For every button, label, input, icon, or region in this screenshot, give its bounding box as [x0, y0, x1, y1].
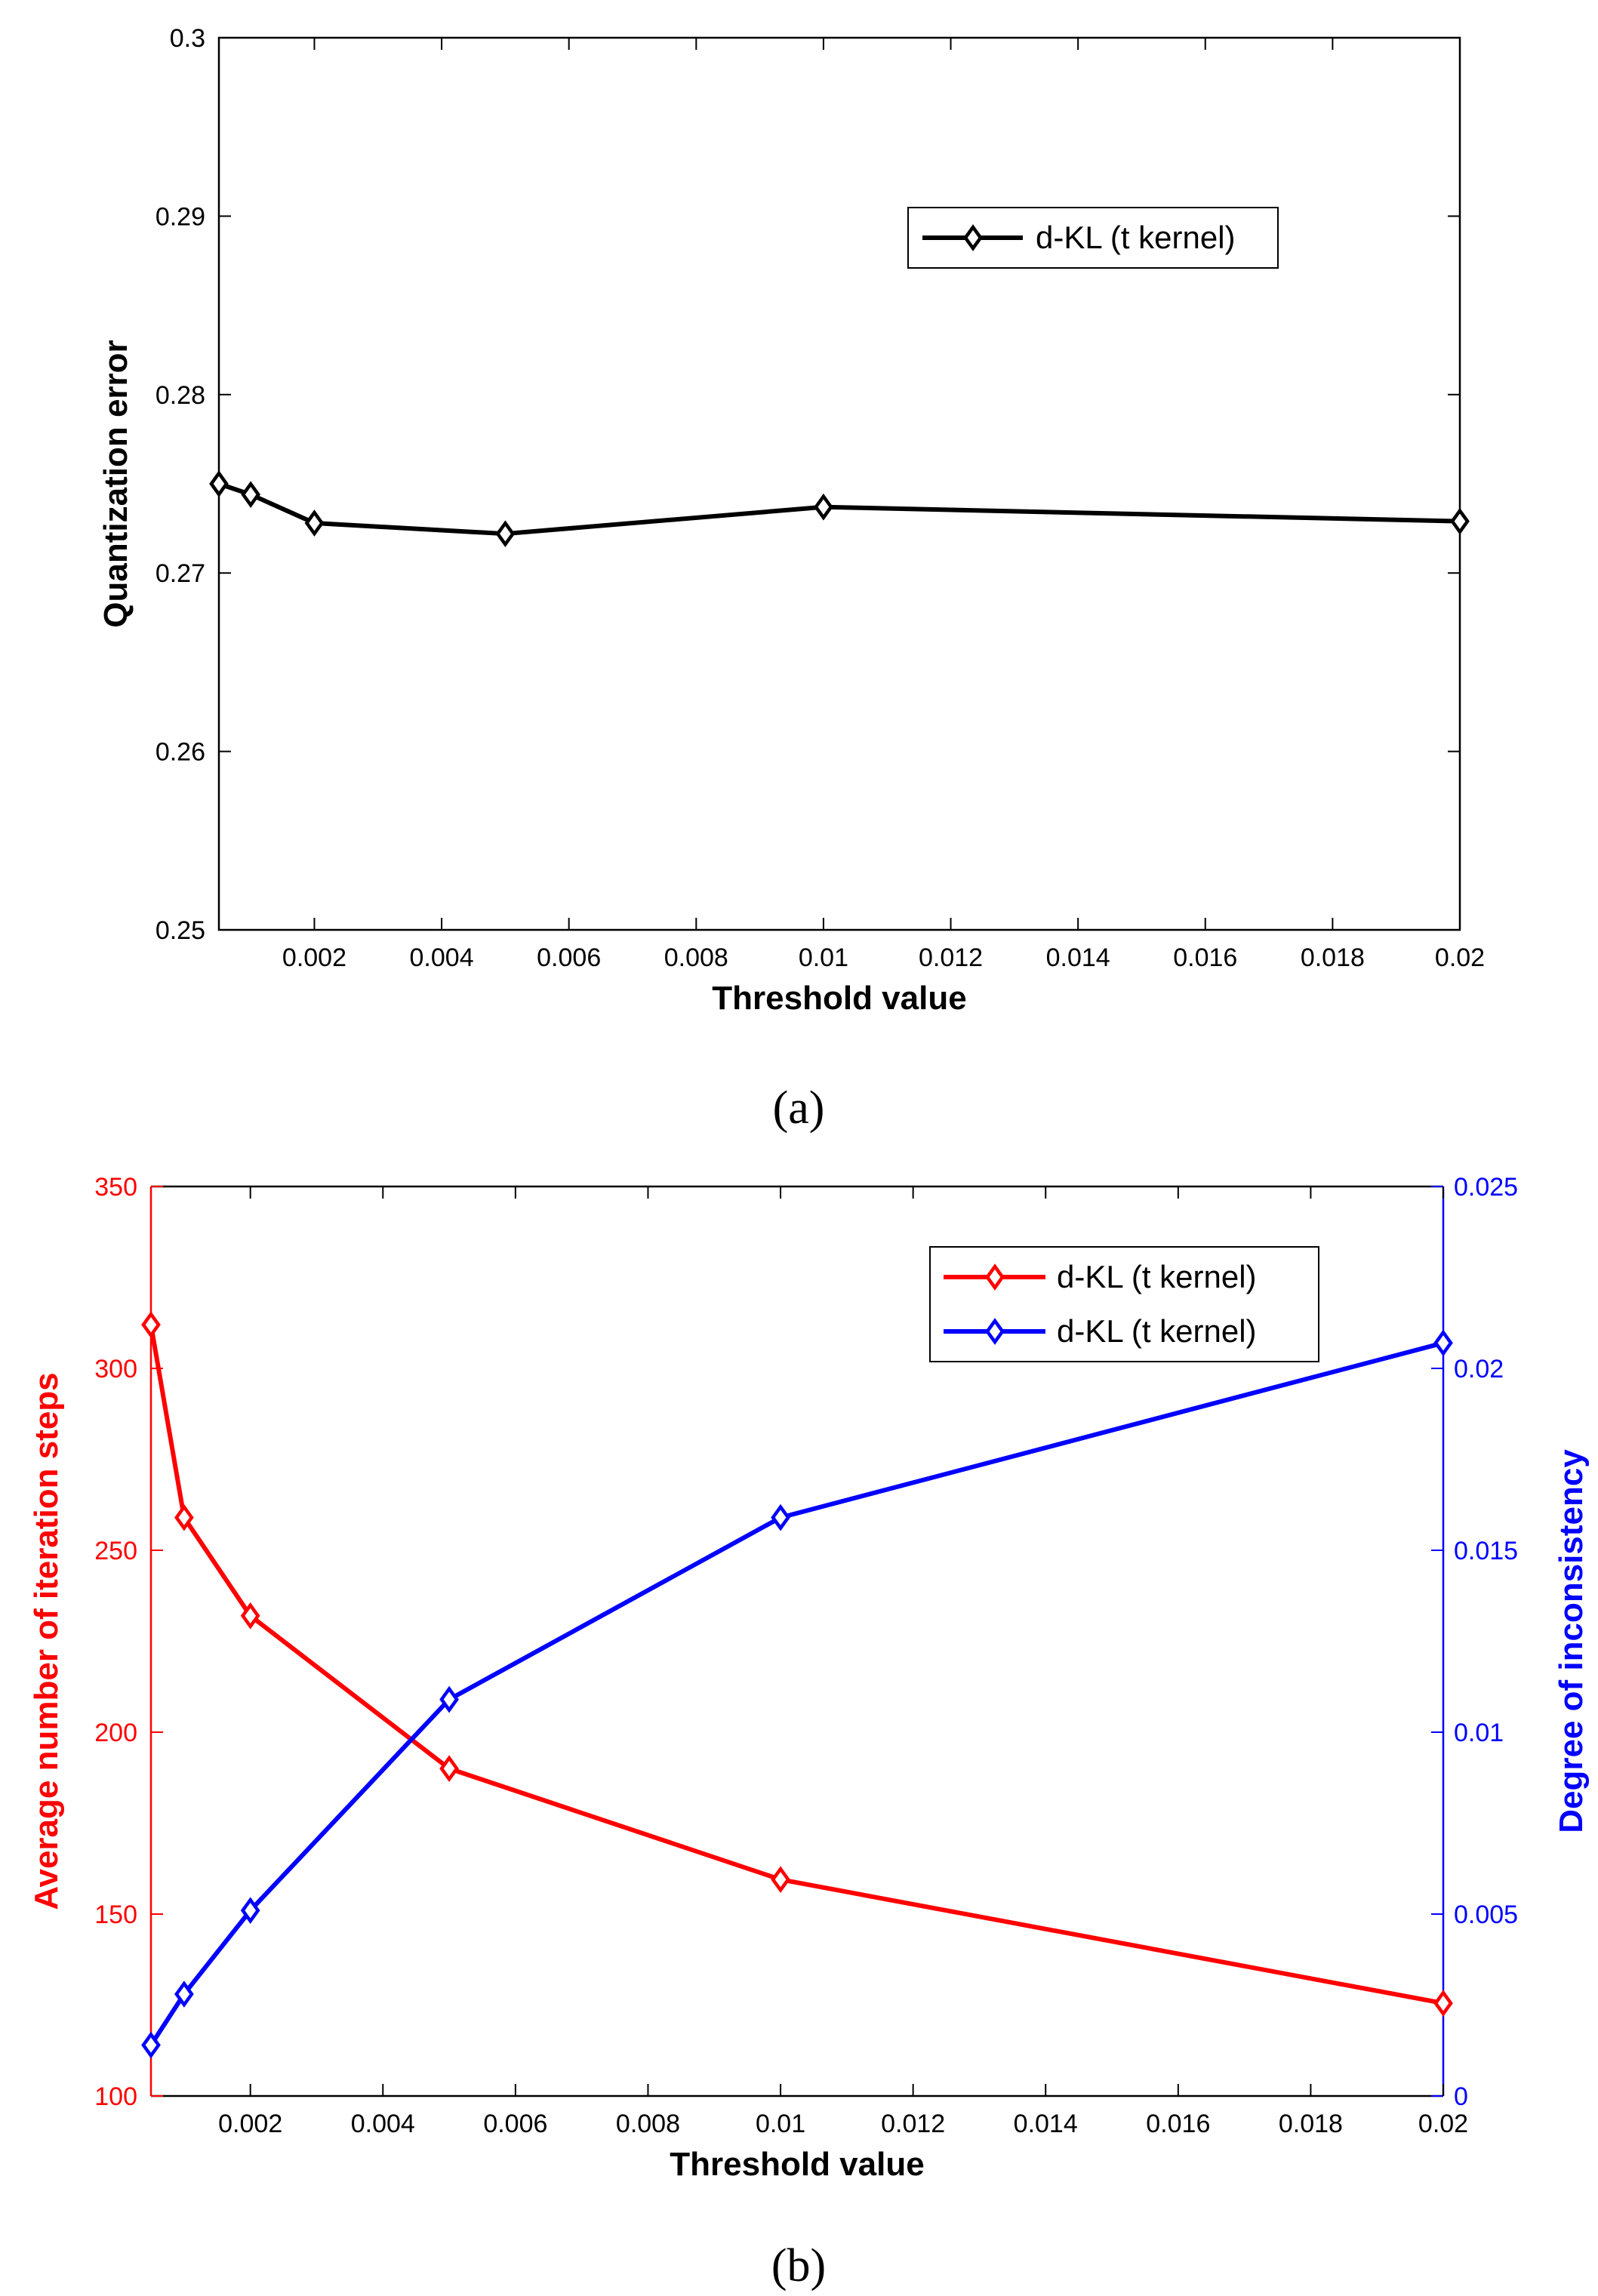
legend-marker-b — [985, 1318, 1005, 1345]
y-right-tick-label-b: 0.015 — [1454, 1537, 1518, 1565]
y-right-tick-label-b: 0.005 — [1454, 1901, 1518, 1929]
series-line-iterations — [149, 1324, 1444, 2006]
legend-label-b: d-KL (t kernel) — [1057, 1259, 1257, 1294]
data-point-a — [814, 493, 833, 521]
y-right-tick-label-b: 0.01 — [1454, 1719, 1504, 1747]
legend-marker-a — [963, 224, 983, 251]
y-left-tick-label-b: 100 — [94, 2082, 137, 2111]
series-line-inconsistency — [149, 1340, 1444, 2047]
legend-label-b: d-KL (t kernel) — [1057, 1313, 1257, 1349]
series-line-a — [218, 482, 1461, 537]
x-axis-label-b: Threshold value — [670, 2146, 924, 2183]
x-tick-label-b: 0.014 — [1014, 2110, 1078, 2138]
x-tick-label-b: 0.016 — [1146, 2110, 1210, 2138]
x-tick-label-a: 0.008 — [664, 943, 728, 972]
plot-area-a — [217, 36, 1461, 931]
y-tick-label-a: 0.25 — [155, 916, 205, 945]
x-tick-label-a: 0.012 — [919, 943, 983, 972]
y-left-tick-label-b: 200 — [94, 1719, 137, 1747]
x-tick-label-a: 0.006 — [537, 943, 601, 972]
y-tick-label-a: 0.28 — [155, 381, 205, 410]
x-tick-label-b: 0.01 — [756, 2110, 805, 2138]
y-left-tick-label-b: 300 — [94, 1355, 137, 1383]
y-left-axis-label-b: Average number of iteration steps — [28, 1372, 65, 1910]
data-point-iterations — [240, 1602, 260, 1630]
y-right-tick-label-b: 0.025 — [1454, 1173, 1518, 1202]
data-point-iterations — [1433, 1990, 1453, 2017]
x-tick-label-a: 0.02 — [1435, 943, 1485, 972]
data-point-a — [304, 509, 325, 537]
x-tick-label-b: 0.004 — [351, 2110, 415, 2138]
x-tick-label-a: 0.004 — [410, 943, 474, 972]
x-tick-label-b: 0.02 — [1418, 2110, 1468, 2138]
panel-label-a: (a) — [773, 1082, 825, 1134]
y-right-axis-label-b: Degree of inconsistency — [1553, 1449, 1590, 1833]
data-point-a — [241, 481, 261, 509]
data-point-iterations — [141, 1311, 161, 1339]
y-left-tick-label-b: 350 — [94, 1173, 137, 1202]
x-axis-label-a: Threshold value — [712, 980, 966, 1017]
x-tick-label-b: 0.002 — [218, 2110, 282, 2138]
data-point-inconsistency — [240, 1897, 260, 1925]
legend-label-a: d-KL (t kernel) — [1036, 220, 1236, 255]
y-tick-label-a: 0.3 — [170, 24, 205, 53]
data-point-a — [495, 520, 516, 548]
panel-label-b: (b) — [771, 2240, 826, 2291]
x-tick-label-a: 0.014 — [1046, 943, 1110, 972]
legend-marker-b — [985, 1263, 1005, 1291]
y-tick-label-a: 0.26 — [155, 738, 205, 767]
y-left-tick-label-b: 250 — [94, 1537, 137, 1565]
y-right-tick-label-b: 0.02 — [1454, 1355, 1504, 1383]
y-right-tick-label-b: 0 — [1454, 2082, 1468, 2111]
x-tick-label-b: 0.008 — [616, 2110, 680, 2138]
data-point-inconsistency — [439, 1685, 459, 1713]
x-tick-label-a: 0.018 — [1301, 943, 1365, 972]
data-point-iterations — [174, 1503, 194, 1531]
data-point-inconsistency — [141, 2031, 161, 2059]
y-axis-label-a: Quantization error — [97, 340, 134, 627]
data-point-inconsistency — [771, 1503, 790, 1531]
x-tick-label-b: 0.018 — [1279, 2110, 1343, 2138]
x-tick-label-a: 0.016 — [1173, 943, 1237, 972]
data-point-inconsistency — [1433, 1329, 1453, 1357]
x-tick-label-a: 0.002 — [282, 943, 346, 972]
data-point-iterations — [439, 1755, 459, 1783]
x-tick-label-b: 0.006 — [483, 2110, 547, 2138]
y-tick-label-a: 0.27 — [155, 559, 205, 588]
data-point-a — [209, 470, 229, 497]
x-tick-label-a: 0.01 — [799, 943, 848, 972]
y-left-tick-label-b: 150 — [94, 1901, 137, 1929]
data-point-inconsistency — [174, 1981, 194, 2008]
y-tick-label-a: 0.29 — [155, 202, 205, 231]
data-point-a — [1450, 507, 1470, 535]
x-tick-label-b: 0.012 — [881, 2110, 945, 2138]
data-point-iterations — [771, 1866, 790, 1894]
